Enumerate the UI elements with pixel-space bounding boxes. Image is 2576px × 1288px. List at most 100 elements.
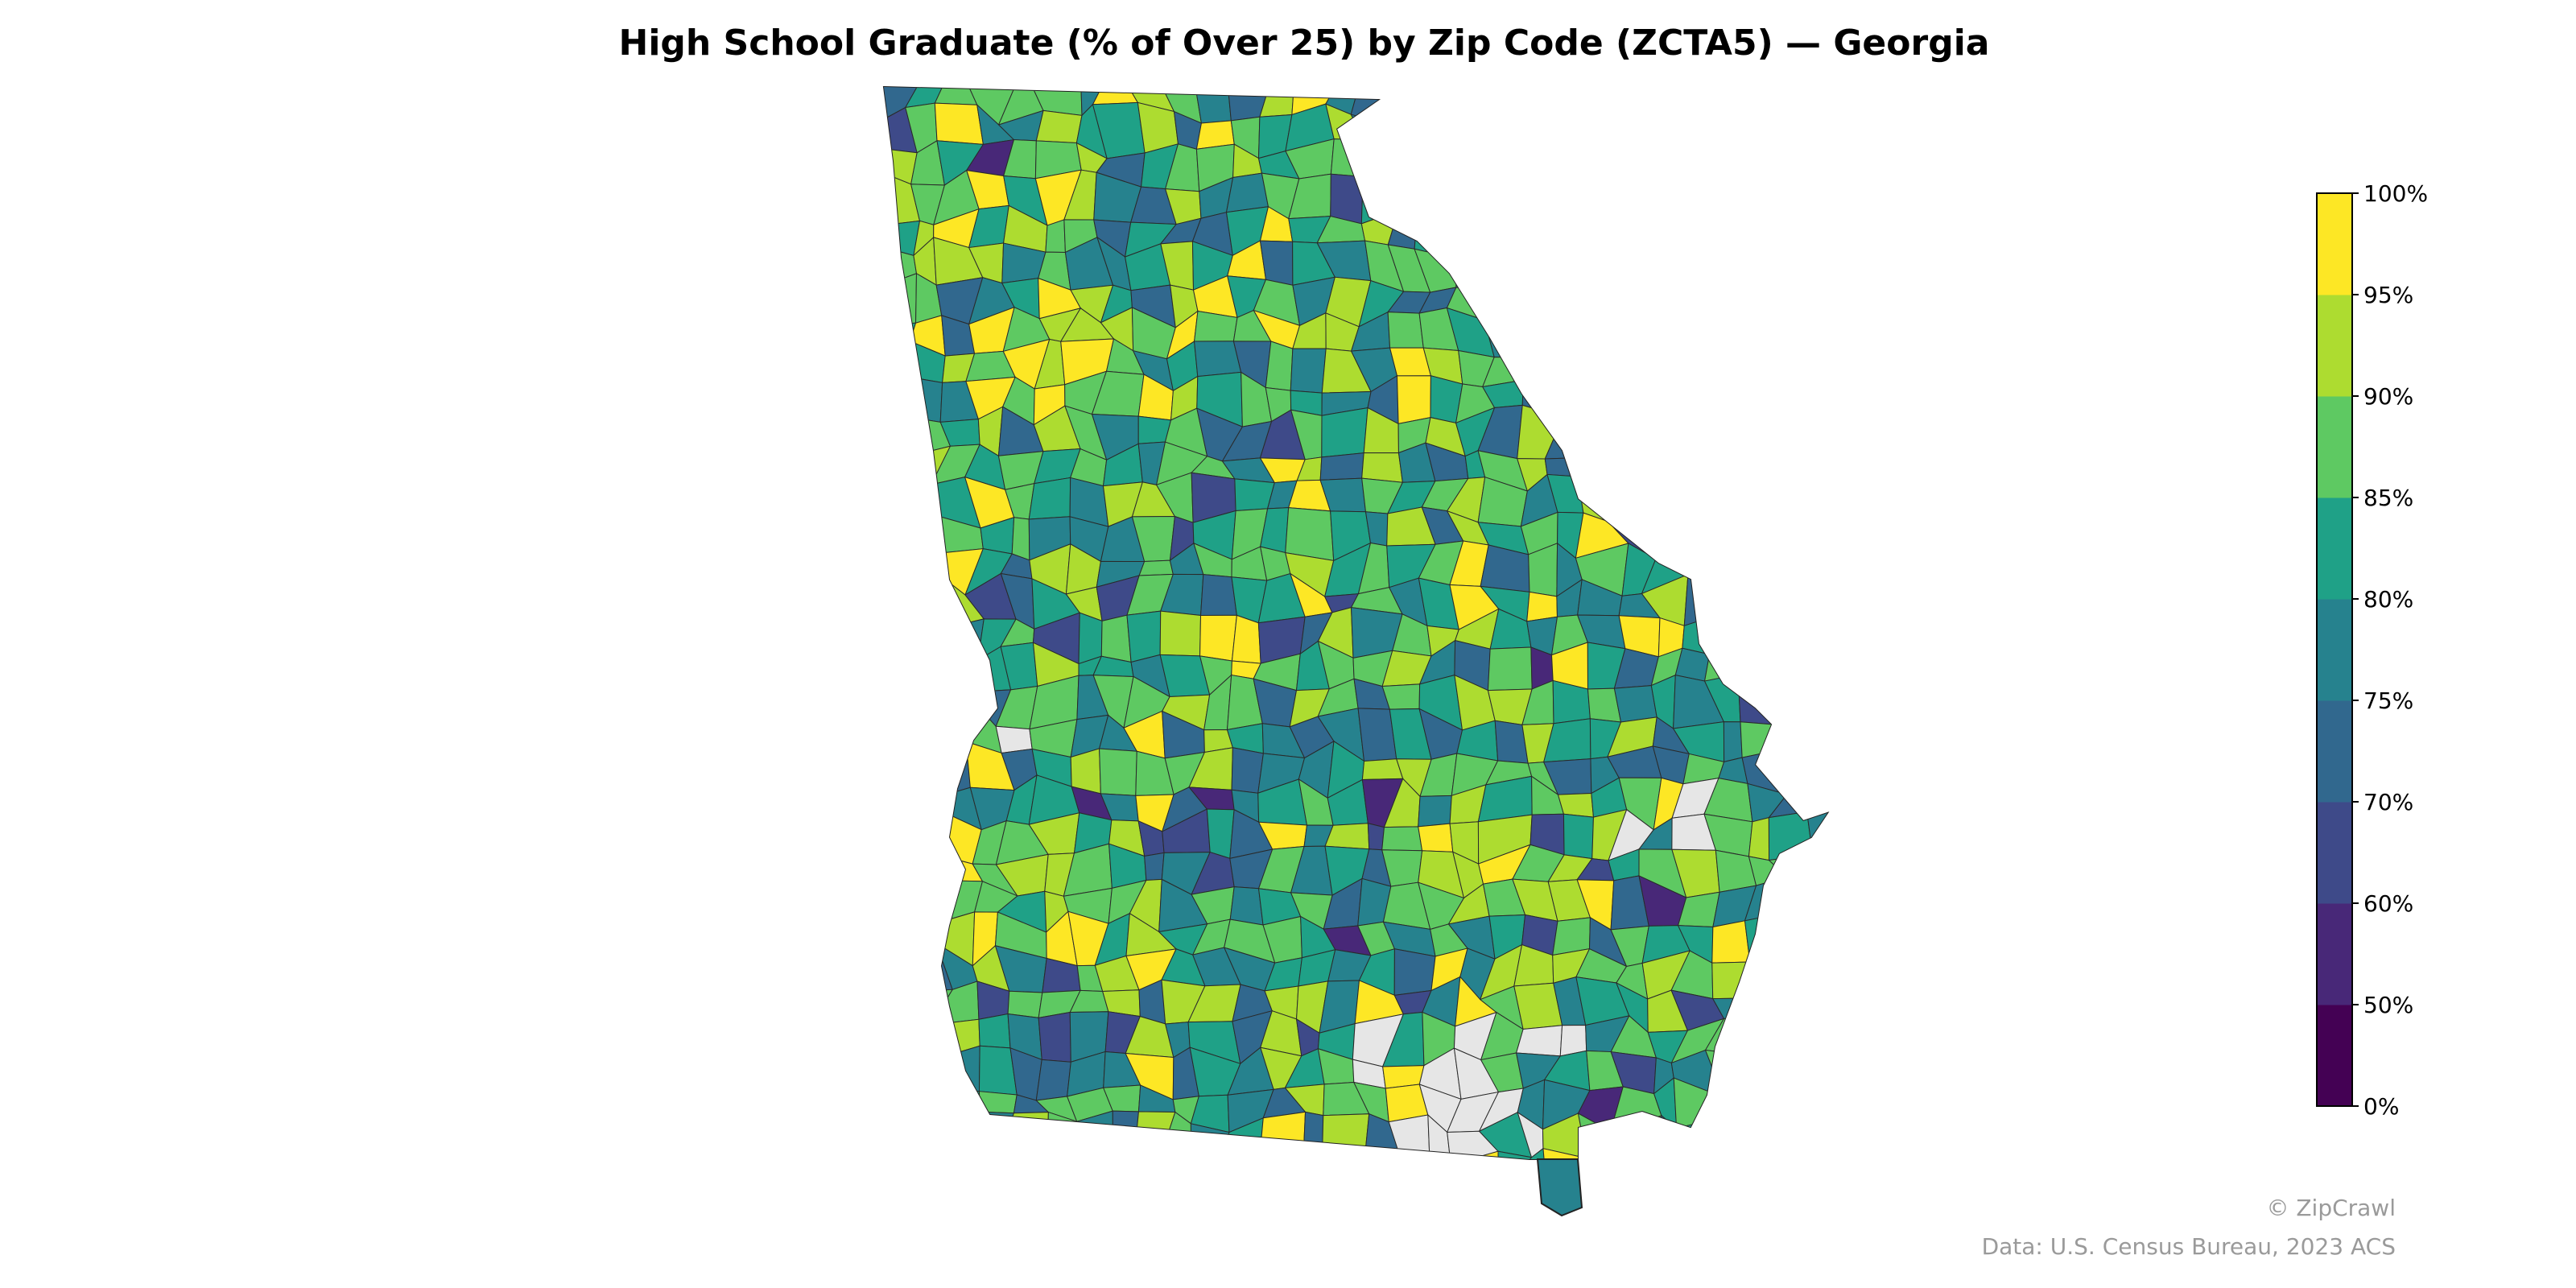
zcta-region <box>1773 487 1819 518</box>
zcta-region <box>1740 1082 1788 1131</box>
zcta-region <box>1703 149 1747 184</box>
zcta-region <box>1381 826 1423 852</box>
zcta-region <box>1070 748 1101 795</box>
zcta-region <box>1805 710 1827 760</box>
zcta-region <box>1099 748 1137 796</box>
zcta-region <box>1223 1150 1261 1175</box>
zcta-region <box>1738 102 1790 160</box>
zcta-region <box>932 618 985 661</box>
zcta-region <box>1455 176 1496 226</box>
zcta-region <box>1777 614 1810 662</box>
zcta-region <box>1265 341 1294 391</box>
zcta-region <box>1484 278 1531 321</box>
zcta-region <box>1361 758 1404 781</box>
zcta-region <box>1749 509 1785 559</box>
zcta-region <box>901 646 938 687</box>
zcta-region <box>1608 179 1657 218</box>
zcta-region <box>1488 1183 1516 1224</box>
zcta-region <box>1771 675 1819 725</box>
zcta-region <box>1678 148 1715 181</box>
zcta-region <box>1542 214 1582 248</box>
zcta-region <box>1679 275 1721 328</box>
zcta-region <box>1163 1146 1211 1175</box>
zcta-region <box>902 513 945 561</box>
zcta-region <box>1035 1059 1071 1101</box>
zcta-region <box>1610 238 1661 292</box>
zcta-region <box>1035 109 1083 144</box>
zcta-region <box>1645 438 1680 494</box>
zcta-region <box>1617 409 1656 448</box>
zcta-region <box>1625 1146 1651 1175</box>
zcta-region <box>1712 379 1754 427</box>
zcta-region <box>1199 574 1237 616</box>
zcta-region <box>1679 237 1721 291</box>
zcta-region <box>1489 169 1530 227</box>
st-marys-tail <box>1536 1158 1583 1217</box>
zcta-region <box>884 675 921 726</box>
zcta-region <box>1194 341 1242 378</box>
zcta-region <box>884 340 911 378</box>
zcta-region <box>1011 517 1030 561</box>
zcta-region <box>934 1111 980 1168</box>
zcta-region <box>1100 614 1132 663</box>
zcta-region <box>1736 443 1789 489</box>
zcta-region <box>1675 1120 1715 1166</box>
zcta-region <box>1711 237 1757 291</box>
zcta-region <box>1801 554 1827 582</box>
zcta-region <box>1703 180 1750 220</box>
zcta-region <box>1455 221 1496 261</box>
zcta-region <box>1611 342 1649 384</box>
zcta-region <box>1586 1187 1627 1224</box>
zcta-region <box>1389 117 1434 159</box>
zcta-region <box>1330 173 1364 225</box>
zcta-region <box>884 415 909 460</box>
zcta-region <box>935 1088 980 1117</box>
zcta-region <box>1362 1181 1388 1224</box>
zcta-region <box>1744 379 1789 427</box>
zcta-region <box>1575 217 1612 262</box>
zcta-region <box>1779 749 1806 795</box>
zcta-region <box>1650 177 1680 213</box>
zcta-region <box>1801 308 1827 361</box>
zcta-region <box>1414 180 1464 223</box>
zcta-region <box>1576 441 1619 486</box>
zcta-region <box>1800 917 1827 962</box>
zcta-region <box>902 1179 947 1224</box>
map-title: High School Graduate (% of Over 25) by Z… <box>618 23 1990 64</box>
zcta-region <box>1738 153 1787 184</box>
zcta-region <box>1126 610 1162 663</box>
zcta-region <box>915 795 937 814</box>
zcta-region <box>1748 87 1790 115</box>
zcta-region <box>1678 177 1726 220</box>
zcta-region <box>1645 489 1679 527</box>
zcta-region <box>1038 1011 1071 1063</box>
zcta-region <box>884 456 922 489</box>
zcta-region <box>1208 1190 1236 1224</box>
zcta-regions <box>884 87 1827 1224</box>
zcta-region <box>884 376 907 428</box>
zcta-region <box>1677 511 1727 553</box>
zcta-region <box>914 1116 936 1162</box>
zcta-region <box>1769 1055 1823 1100</box>
zcta-region <box>1706 272 1738 328</box>
zcta-region <box>1418 823 1454 852</box>
zcta-region <box>1257 1183 1303 1224</box>
zcta-region <box>1159 610 1202 657</box>
zcta-region <box>1581 279 1620 325</box>
zcta-region <box>1644 381 1692 429</box>
zcta-region <box>1256 1155 1304 1175</box>
zcta-region <box>1450 1150 1500 1175</box>
zcta-region <box>1704 1049 1754 1099</box>
zcta-region <box>1606 87 1647 126</box>
zcta-region <box>1613 685 1657 723</box>
zcta-region <box>1614 1187 1650 1224</box>
zcta-region <box>884 1088 916 1133</box>
zcta-region <box>1768 811 1814 861</box>
zcta-region <box>1775 710 1812 757</box>
zcta-region <box>884 753 917 798</box>
zcta-region <box>1013 1182 1042 1224</box>
zcta-region <box>1553 384 1596 426</box>
zcta-region <box>995 725 1033 754</box>
zcta-region <box>1141 1181 1170 1224</box>
